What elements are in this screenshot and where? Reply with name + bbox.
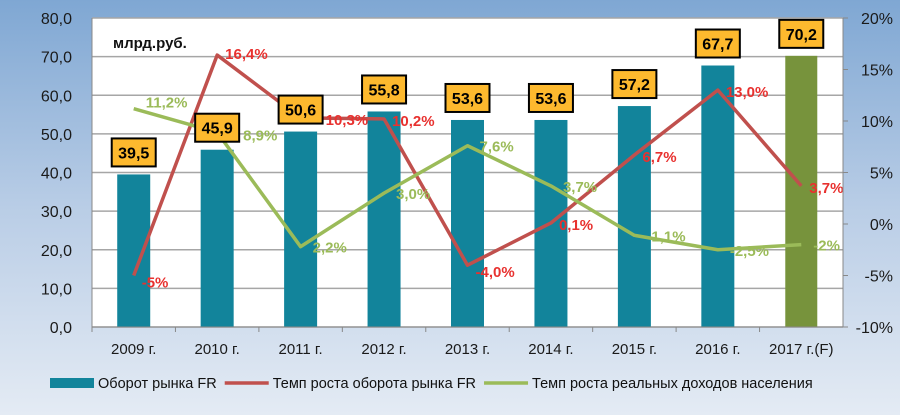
income-growth-line bbox=[133, 106, 802, 252]
bar-value-box bbox=[361, 74, 408, 105]
bar-value-box bbox=[444, 82, 491, 113]
market-growth-label: 10,3% bbox=[326, 112, 369, 129]
market-growth-label: 13,0% bbox=[726, 84, 769, 101]
y-left-tick-label: 0,0 bbox=[50, 320, 72, 337]
x-tick-label: 2017 г.(F) bbox=[769, 341, 834, 358]
bar-value-box bbox=[611, 69, 658, 100]
bar bbox=[785, 55, 818, 327]
bar-value-label: 53,6 bbox=[535, 91, 566, 108]
y-left-tick-label: 80,0 bbox=[41, 11, 72, 28]
y-right-tick-label: 15% bbox=[861, 63, 893, 80]
bar-value-label: 45,9 bbox=[202, 121, 233, 138]
income-growth-label: -2% bbox=[813, 238, 840, 255]
market-growth-label: 0,1% bbox=[559, 217, 593, 234]
income-growth-label: -1,1% bbox=[646, 228, 685, 245]
bar-value-label: 50,6 bbox=[285, 103, 316, 120]
bar-value-box bbox=[110, 137, 157, 168]
y-right-tick-label: 0% bbox=[870, 217, 893, 234]
income-growth-label: -2,5% bbox=[730, 243, 769, 260]
market-growth-line bbox=[132, 53, 803, 277]
bar bbox=[451, 119, 484, 327]
x-tick-label: 2014 г. bbox=[528, 341, 573, 358]
bar-value-box bbox=[527, 82, 574, 113]
bar-value-box bbox=[194, 112, 241, 143]
x-tick-label: 2012 г. bbox=[361, 341, 406, 358]
bar bbox=[117, 174, 151, 327]
x-tick-label: 2013 г. bbox=[445, 341, 490, 358]
y-right-tick-label: 20% bbox=[861, 11, 893, 28]
market-growth-label: -4,0% bbox=[476, 264, 515, 281]
income-growth-label: 7,6% bbox=[480, 139, 514, 156]
y-left-tick-label: 30,0 bbox=[41, 204, 72, 221]
income-growth-label: 3,0% bbox=[396, 186, 430, 203]
y-right-tick-label: 5% bbox=[870, 166, 893, 183]
bar-value-label: 39,5 bbox=[118, 145, 149, 162]
market-growth-label: 6,7% bbox=[642, 149, 676, 166]
y-left-tick-label: 50,0 bbox=[41, 127, 72, 144]
y-left-tick-label: 20,0 bbox=[41, 243, 72, 260]
market-growth-label: 3,7% bbox=[809, 180, 843, 197]
income-growth-label: 3,7% bbox=[563, 179, 597, 196]
y-left-tick-label: 10,0 bbox=[41, 281, 72, 298]
bar-value-label: 57,2 bbox=[619, 77, 650, 94]
bar bbox=[200, 149, 234, 327]
bar bbox=[617, 106, 651, 327]
y-left-tick-label: 70,0 bbox=[41, 50, 72, 67]
bar-value-box bbox=[778, 18, 825, 49]
legend-swatch-bar bbox=[50, 378, 94, 388]
income-growth-label: 8,9% bbox=[243, 127, 277, 144]
market-growth-label: 10,2% bbox=[392, 113, 435, 130]
legend-label: Темп роста реальных доходов населения bbox=[532, 376, 813, 392]
y-right-tick-label: 10% bbox=[861, 114, 893, 131]
x-tick-label: 2010 г. bbox=[194, 341, 239, 358]
legend: Оборот рынка FR Темп роста оборота рынка … bbox=[50, 376, 813, 392]
x-tick-label: 2015 г. bbox=[612, 341, 657, 358]
y-right-tick-label: -10% bbox=[856, 320, 893, 337]
bar-value-label: 70,2 bbox=[786, 27, 817, 44]
legend-label: Темп роста оборота рынка FR bbox=[273, 376, 476, 392]
bar-value-box bbox=[694, 28, 741, 59]
y-left-tick-label: 60,0 bbox=[41, 88, 72, 105]
bar-value-label: 55,8 bbox=[368, 82, 399, 99]
x-tick-label: 2011 г. bbox=[278, 341, 322, 358]
bar-value-box bbox=[277, 94, 324, 125]
income-growth-label: 2,2% bbox=[313, 240, 347, 257]
bar-value-label: 53,6 bbox=[452, 91, 483, 108]
income-growth-label: 11,2% bbox=[146, 95, 188, 112]
unit-label: млрд.руб. bbox=[113, 35, 187, 52]
y-left-tick-label: 40,0 bbox=[41, 166, 72, 183]
market-growth-label: -5% bbox=[142, 275, 169, 292]
x-tick-label: 2009 г. bbox=[111, 341, 156, 358]
y-right-tick-label: -5% bbox=[865, 269, 893, 286]
market-growth-label: 16,4% bbox=[225, 46, 268, 63]
bar bbox=[367, 111, 401, 327]
bar bbox=[701, 65, 735, 327]
x-tick-label: 2016 г. bbox=[695, 341, 740, 358]
bar-value-label: 67,7 bbox=[702, 37, 733, 54]
legend-label: Оборот рынка FR bbox=[98, 376, 217, 392]
